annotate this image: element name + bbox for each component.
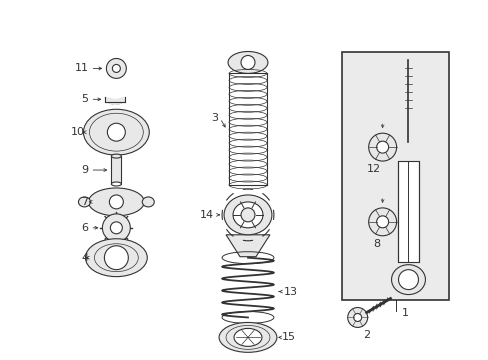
Circle shape — [347, 307, 367, 328]
Ellipse shape — [224, 195, 271, 235]
Circle shape — [241, 208, 254, 222]
Text: 9: 9 — [81, 165, 88, 175]
Bar — [111, 156, 121, 184]
Ellipse shape — [219, 323, 276, 352]
Circle shape — [106, 58, 126, 78]
Text: 7: 7 — [81, 197, 88, 207]
Polygon shape — [225, 235, 269, 257]
Circle shape — [102, 214, 130, 242]
Ellipse shape — [234, 328, 262, 346]
Circle shape — [241, 55, 254, 69]
Circle shape — [112, 64, 120, 72]
Circle shape — [368, 208, 396, 236]
Text: 6: 6 — [81, 223, 88, 233]
Ellipse shape — [85, 239, 147, 276]
Text: 3: 3 — [211, 113, 218, 123]
Text: 10: 10 — [70, 127, 84, 137]
Text: 13: 13 — [284, 287, 297, 297]
Ellipse shape — [111, 182, 121, 186]
Ellipse shape — [104, 246, 128, 270]
Text: 15: 15 — [281, 332, 295, 342]
Text: 5: 5 — [81, 94, 88, 104]
Text: 1: 1 — [401, 309, 408, 319]
Ellipse shape — [78, 197, 90, 207]
Text: 2: 2 — [362, 330, 369, 341]
Ellipse shape — [109, 195, 123, 209]
Circle shape — [110, 222, 122, 234]
Text: 12: 12 — [366, 164, 380, 174]
Polygon shape — [105, 97, 125, 104]
Ellipse shape — [111, 154, 121, 158]
Ellipse shape — [83, 109, 149, 155]
Ellipse shape — [391, 265, 425, 294]
Circle shape — [376, 141, 388, 153]
Circle shape — [368, 133, 396, 161]
Ellipse shape — [107, 123, 125, 141]
Text: 11: 11 — [74, 63, 88, 73]
Ellipse shape — [88, 188, 144, 216]
Bar — [397, 161, 419, 262]
Circle shape — [376, 216, 388, 228]
Circle shape — [353, 314, 361, 321]
Ellipse shape — [227, 51, 267, 73]
Text: 14: 14 — [200, 210, 214, 220]
Ellipse shape — [233, 202, 263, 228]
Text: 4: 4 — [81, 253, 88, 263]
Circle shape — [398, 270, 418, 289]
Bar — [341, 53, 448, 300]
Ellipse shape — [142, 197, 154, 207]
Text: 8: 8 — [373, 239, 380, 249]
